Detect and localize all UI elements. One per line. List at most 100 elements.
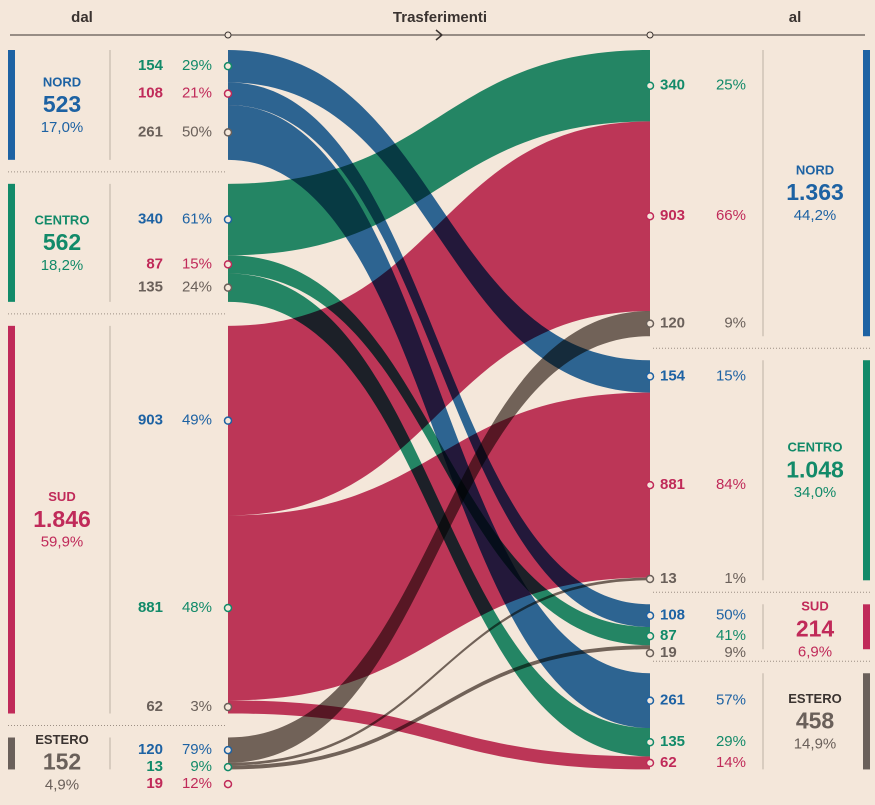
node-name: NORD	[43, 74, 81, 89]
node-bar	[863, 604, 870, 650]
flow-share: 66%	[716, 207, 746, 224]
flow	[228, 255, 650, 646]
flow-dot	[223, 779, 233, 789]
node-share: 44,2%	[794, 207, 837, 224]
flow-dot	[645, 81, 655, 90]
rule-dot	[646, 31, 654, 39]
flow-dot	[223, 128, 233, 137]
node-bar	[863, 360, 870, 581]
flow-value: 903	[660, 207, 685, 224]
flow-share: 41%	[716, 627, 746, 644]
rule-dot	[224, 31, 232, 39]
flow-value: 903	[138, 412, 163, 429]
flow-dot	[645, 480, 655, 490]
node-bar	[8, 737, 15, 770]
node-bar	[8, 183, 15, 302]
flow-value: 120	[660, 315, 685, 332]
node-total: 152	[43, 749, 81, 775]
node-bar	[8, 325, 15, 714]
node-bar	[8, 50, 15, 160]
flow-dot	[645, 696, 655, 705]
flow-value: 340	[660, 77, 685, 94]
flow-dot	[223, 283, 233, 292]
node-bar	[863, 673, 870, 770]
flow-value: 261	[138, 123, 163, 140]
node-total: 458	[796, 707, 835, 733]
flow-dot	[223, 61, 233, 71]
flow-share: 29%	[716, 733, 746, 750]
flows	[228, 50, 650, 770]
flow-share: 61%	[182, 210, 212, 227]
flow-value: 62	[660, 754, 677, 771]
flow-dot	[223, 702, 233, 712]
node-total: 1.363	[786, 179, 844, 205]
header-center: Trasferimenti	[393, 9, 487, 26]
node-share: 14,9%	[794, 735, 837, 752]
flow-share: 24%	[182, 279, 212, 296]
node-name: CENTRO	[35, 212, 90, 227]
flow-value: 881	[138, 599, 163, 616]
flow	[228, 311, 650, 763]
flow-dot	[645, 611, 655, 620]
flow-value: 108	[660, 607, 685, 624]
flow-share: 3%	[190, 698, 212, 715]
flow	[228, 700, 650, 770]
flow-value: 13	[146, 758, 163, 775]
flow-value: 120	[138, 741, 163, 758]
flow-value: 154	[660, 367, 686, 384]
flow-dot	[645, 758, 655, 768]
flow-value: 340	[138, 210, 163, 227]
flow-share: 29%	[182, 57, 212, 74]
flow-dot	[223, 260, 233, 269]
header-right: al	[789, 9, 802, 26]
flow-share: 50%	[716, 607, 746, 624]
flow-share: 50%	[182, 123, 212, 140]
node-name: CENTRO	[788, 440, 843, 455]
flow-dot	[645, 631, 655, 641]
flow	[228, 645, 650, 770]
flow	[228, 121, 650, 516]
flow-value: 19	[146, 775, 163, 792]
flow-value: 881	[660, 476, 685, 493]
flow-share: 1%	[724, 570, 746, 587]
flow-dot	[223, 215, 233, 224]
header-left: dal	[71, 9, 93, 26]
node-total: 214	[796, 615, 835, 641]
flow	[228, 50, 650, 393]
flow-value: 13	[660, 570, 677, 587]
flow-dot	[223, 762, 233, 772]
flow-value: 87	[146, 255, 163, 272]
node-share: 18,2%	[41, 257, 84, 274]
node-total: 1.846	[33, 506, 91, 532]
flow-share: 57%	[716, 692, 746, 709]
flow-dot	[645, 319, 655, 328]
flow-share: 12%	[182, 775, 212, 792]
flow-value: 135	[138, 279, 163, 296]
flow-share: 21%	[182, 85, 212, 102]
flow-value: 154	[138, 57, 164, 74]
flow-dot	[645, 648, 655, 658]
flow-dot	[645, 574, 655, 584]
labels: 154 29% 108 21% 261 50% 340 61% 87 15% 135 24% 903 49…	[8, 50, 870, 793]
flow-share: 84%	[716, 476, 746, 493]
flow-dot	[223, 603, 233, 613]
node-share: 6,9%	[798, 643, 832, 660]
flow-value: 135	[660, 733, 685, 750]
flow-value: 87	[660, 627, 677, 644]
flow-value: 108	[138, 85, 163, 102]
flow	[228, 82, 650, 627]
flow-share: 15%	[716, 367, 746, 384]
flow	[228, 105, 650, 729]
node-share: 17,0%	[41, 119, 84, 136]
flow-share: 15%	[182, 255, 212, 272]
flow-value: 19	[660, 644, 677, 661]
node-name: NORD	[796, 163, 834, 178]
flow-share: 9%	[724, 644, 746, 661]
rule-arrow	[435, 29, 444, 41]
flow-dot	[645, 211, 655, 221]
node-total: 1.048	[786, 456, 844, 482]
node-bar	[863, 50, 870, 337]
node-name: ESTERO	[788, 691, 841, 706]
node-total: 562	[43, 229, 81, 255]
node-name: SUD	[48, 489, 75, 504]
